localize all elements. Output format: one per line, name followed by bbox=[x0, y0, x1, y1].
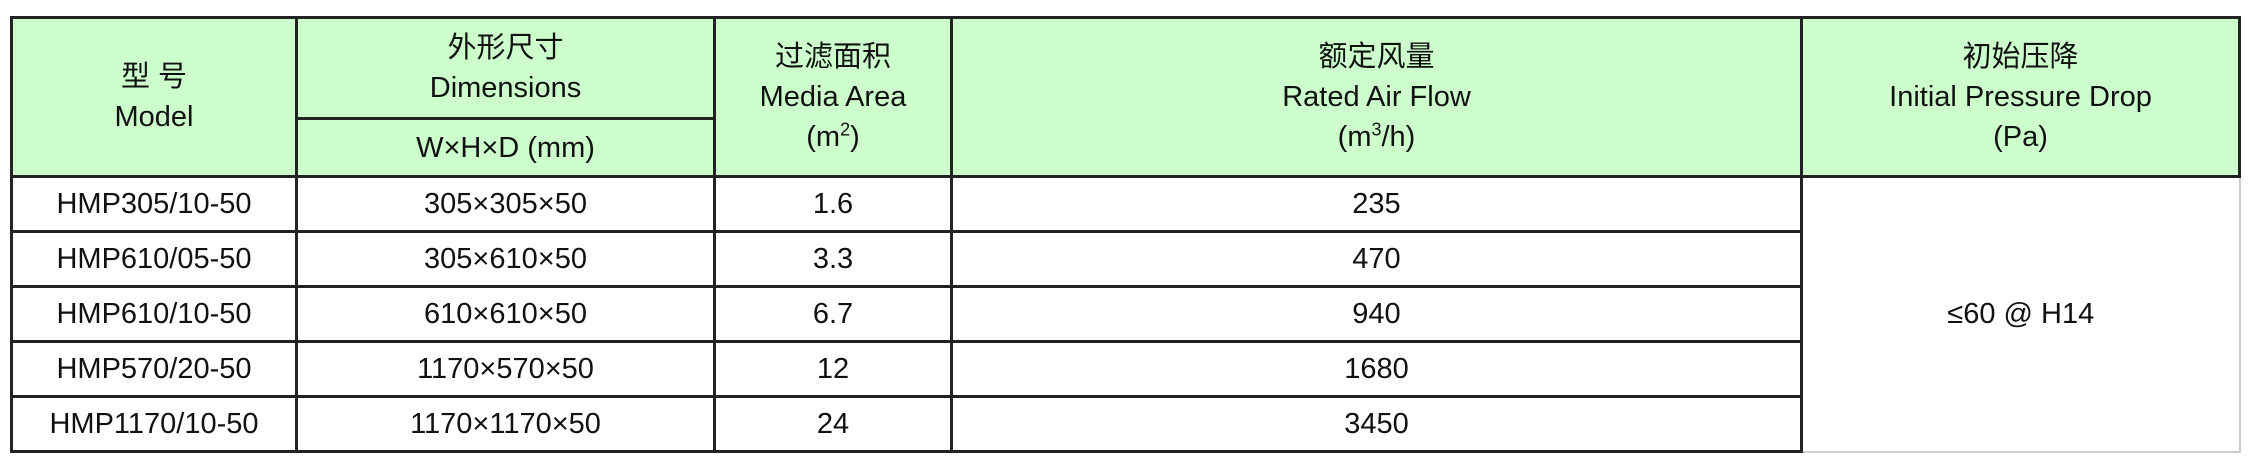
header-model-zh: 型 号 bbox=[120, 61, 188, 93]
header-media-area: 过滤面积 Media Area (m2) bbox=[713, 16, 953, 178]
header-dimensions-sub: W×H×D (mm) bbox=[295, 117, 716, 178]
header-dimensions: 外形尺寸 Dimensions bbox=[295, 16, 716, 120]
cell-dims: 305×610×50 bbox=[295, 230, 716, 288]
header-media-area-en: Media Area bbox=[759, 81, 907, 113]
cell-model: HMP610/10-50 bbox=[10, 285, 298, 343]
header-air-flow-en: Rated Air Flow bbox=[1282, 81, 1471, 113]
cell-dims: 1170×570×50 bbox=[295, 340, 716, 398]
cell-flow: 3450 bbox=[950, 395, 1803, 453]
table-row: HMP610/05-50 305×610×50 3.3 470 bbox=[10, 230, 2240, 288]
cell-model: HMP570/20-50 bbox=[10, 340, 298, 398]
header-dimensions-zh: 外形尺寸 bbox=[447, 32, 564, 64]
table-row: HMP1170/10-50 1170×1170×50 24 3450 bbox=[10, 395, 2240, 453]
header-air-flow: 额定风量 Rated Air Flow (m3/h) bbox=[950, 16, 1803, 178]
cell-flow: 940 bbox=[950, 285, 1803, 343]
cell-model: HMP305/10-50 bbox=[10, 175, 298, 233]
cell-area: 1.6 bbox=[713, 175, 953, 233]
cell-area: 12 bbox=[713, 340, 953, 398]
cell-flow: 235 bbox=[950, 175, 1803, 233]
cell-dims: 610×610×50 bbox=[295, 285, 716, 343]
header-model-en: Model bbox=[114, 101, 194, 133]
header-pressure-unit: (Pa) bbox=[1993, 121, 2048, 153]
cell-dims: 1170×1170×50 bbox=[295, 395, 716, 453]
cell-area: 24 bbox=[713, 395, 953, 453]
cell-flow: 470 bbox=[950, 230, 1803, 288]
header-dimensions-en: Dimensions bbox=[429, 72, 582, 104]
header-pressure-zh: 初始压降 bbox=[1962, 41, 2079, 73]
header-model: 型 号 Model bbox=[10, 16, 298, 178]
table-row: HMP570/20-50 1170×570×50 12 1680 bbox=[10, 340, 2240, 398]
header-media-area-unit: (m2) bbox=[806, 119, 860, 153]
table-row: HMP305/10-50 305×305×50 1.6 235 ≤60 @ H14 bbox=[10, 175, 2241, 453]
cell-flow: 1680 bbox=[950, 340, 1803, 398]
cell-area: 3.3 bbox=[713, 230, 953, 288]
cell-pressure-drop: ≤60 @ H14 bbox=[1800, 175, 2241, 453]
header-pressure-drop: 初始压降 Initial Pressure Drop (Pa) bbox=[1800, 16, 2241, 178]
cell-area: 6.7 bbox=[713, 285, 953, 343]
header-air-flow-zh: 额定风量 bbox=[1318, 41, 1435, 73]
cell-model: HMP610/05-50 bbox=[10, 230, 298, 288]
header-pressure-en: Initial Pressure Drop bbox=[1889, 81, 2152, 113]
header-media-area-zh: 过滤面积 bbox=[774, 41, 891, 73]
cell-dims: 305×305×50 bbox=[295, 175, 716, 233]
table-row: HMP610/10-50 610×610×50 6.7 940 bbox=[10, 285, 2240, 343]
header-air-flow-unit: (m3/h) bbox=[1337, 119, 1416, 153]
filter-spec-table: 型 号 Model 外形尺寸 Dimensions 过滤面积 Media Are… bbox=[10, 16, 2241, 453]
cell-model: HMP1170/10-50 bbox=[10, 395, 298, 453]
